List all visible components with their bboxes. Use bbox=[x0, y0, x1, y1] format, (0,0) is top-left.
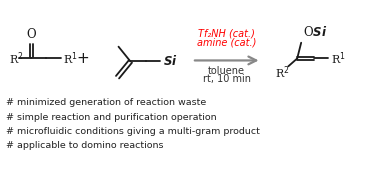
Text: # minimized generation of reaction waste: # minimized generation of reaction waste bbox=[6, 98, 207, 107]
Text: # simple reaction and purification operation: # simple reaction and purification opera… bbox=[6, 112, 217, 122]
Text: # applicable to domino reactions: # applicable to domino reactions bbox=[6, 141, 164, 150]
Text: Tf₂NH (cat.): Tf₂NH (cat.) bbox=[198, 29, 255, 39]
Text: amine (cat.): amine (cat.) bbox=[197, 38, 256, 48]
Text: toluene: toluene bbox=[208, 66, 245, 76]
Text: O: O bbox=[27, 28, 37, 41]
Text: O$\bfit{Si}$: O$\bfit{Si}$ bbox=[303, 25, 327, 39]
Text: # microfluidic conditions giving a multi-gram product: # microfluidic conditions giving a multi… bbox=[6, 127, 260, 136]
Text: R$^2$: R$^2$ bbox=[275, 64, 290, 81]
Text: R$^2$: R$^2$ bbox=[9, 50, 24, 67]
Text: rt, 10 min: rt, 10 min bbox=[203, 74, 251, 84]
Text: R$^1$: R$^1$ bbox=[331, 50, 345, 67]
Text: R$^1$: R$^1$ bbox=[63, 50, 77, 67]
Text: $\bfit{Si}$: $\bfit{Si}$ bbox=[163, 54, 178, 68]
Text: +: + bbox=[76, 51, 89, 66]
